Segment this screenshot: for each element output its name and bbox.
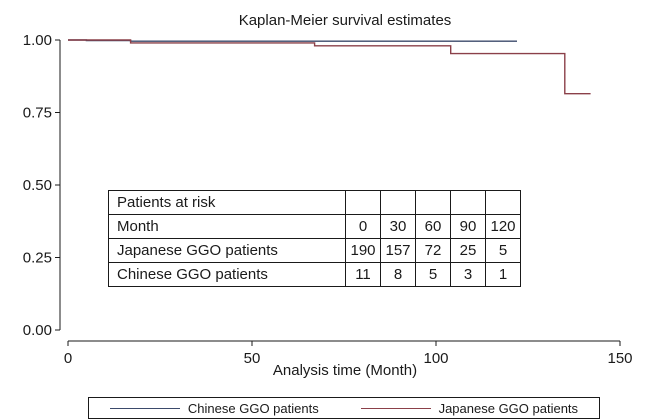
- x-tick-label: 150: [607, 350, 632, 367]
- risk-row-label: Chinese GGO patients: [108, 262, 346, 287]
- risk-value-cell: 25: [450, 238, 486, 263]
- y-tick-label: 0.50: [23, 177, 52, 194]
- legend: Chinese GGO patients Japanese GGO patien…: [88, 397, 600, 419]
- legend-swatch: [360, 407, 431, 409]
- legend-item-chinese: Chinese GGO patients: [109, 400, 319, 416]
- x-tick-label: 100: [423, 350, 448, 367]
- risk-value-cell: 5: [485, 238, 521, 263]
- risk-value-cell: 157: [380, 238, 416, 263]
- risk-row-label: Japanese GGO patients: [108, 238, 346, 263]
- risk-table-header-row: Month 0 30 60 90 120: [108, 214, 521, 239]
- x-tick-label: 0: [64, 350, 72, 367]
- legend-label: Chinese GGO patients: [187, 400, 319, 416]
- chart-title: Kaplan-Meier survival estimates: [239, 12, 452, 29]
- risk-table-row: Japanese GGO patients 190 157 72 25 5: [108, 238, 521, 263]
- risk-value-cell: 5: [415, 262, 451, 287]
- risk-table-title: Patients at risk: [108, 190, 346, 215]
- survival-curve-chinese: [68, 39, 517, 42]
- survival-curve-japanese: [68, 39, 591, 95]
- risk-value-cell: 1: [485, 262, 521, 287]
- series-layer: [68, 39, 591, 95]
- y-tick-label: 0.25: [23, 250, 52, 267]
- legend-item-japanese: Japanese GGO patients: [360, 400, 579, 416]
- axes: 0.000.250.500.751.000 50 100 150: [23, 32, 633, 367]
- risk-month-cell: 60: [415, 214, 451, 239]
- risk-value-cell: 190: [345, 238, 381, 263]
- risk-month-cell: 30: [380, 214, 416, 239]
- risk-table-title-row: Patients at risk: [108, 190, 521, 215]
- legend-swatch: [109, 407, 180, 409]
- risk-value-cell: 72: [415, 238, 451, 263]
- risk-table-header-label: Month: [108, 214, 346, 239]
- risk-value-cell: 11: [345, 262, 381, 287]
- risk-month-cell: 90: [450, 214, 486, 239]
- x-axis-label: Analysis time (Month): [273, 362, 417, 379]
- risk-month-cell: 120: [485, 214, 521, 239]
- risk-value-cell: 3: [450, 262, 486, 287]
- risk-table-row: Chinese GGO patients 11 8 5 3 1: [108, 262, 521, 287]
- legend-label: Japanese GGO patients: [438, 400, 579, 416]
- y-tick-label: 0.00: [23, 322, 52, 339]
- x-tick-label: 50: [244, 350, 261, 367]
- risk-month-cell: 0: [345, 214, 381, 239]
- risk-value-cell: 8: [380, 262, 416, 287]
- patients-at-risk-table: Patients at risk Month 0 30 60 90 120 Ja…: [108, 190, 521, 287]
- y-tick-label: 0.75: [23, 105, 52, 122]
- y-tick-label: 1.00: [23, 32, 52, 49]
